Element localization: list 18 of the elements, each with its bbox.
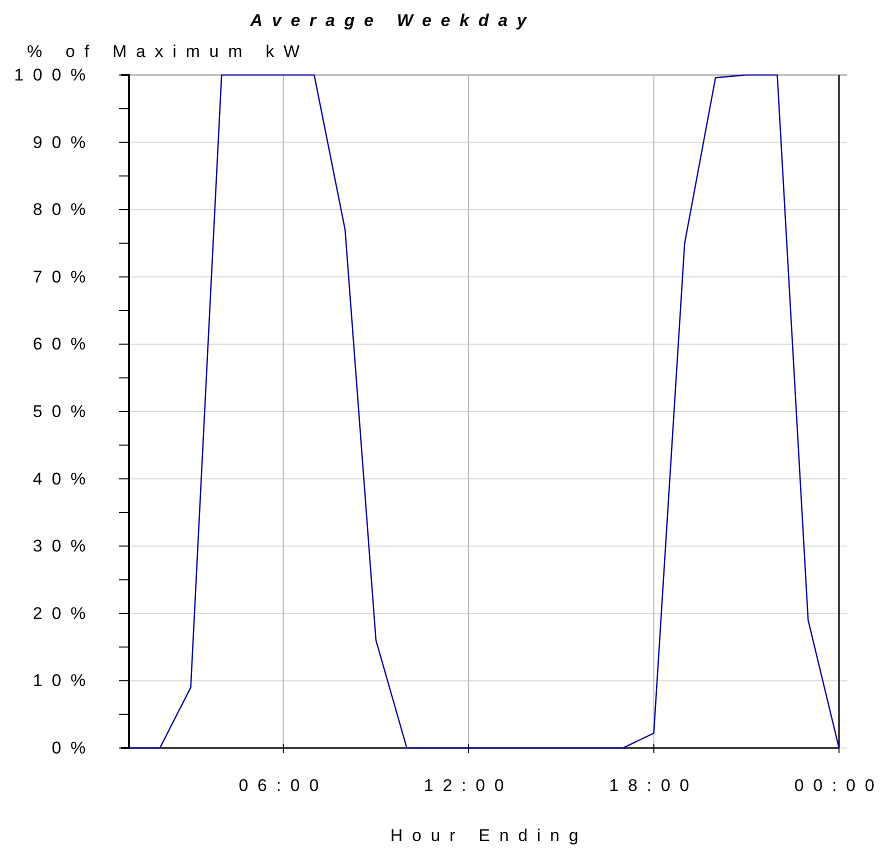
x-axis-title: Hour Ending (390, 826, 588, 845)
y-tick-label: 30% (32, 536, 95, 556)
x-tick-label: 00:00 (794, 776, 884, 796)
y-tick-label: 80% (32, 200, 95, 220)
y-tick-label: 40% (32, 469, 95, 488)
y-tick-label: 70% (32, 267, 95, 286)
x-tick-label: 06:00 (238, 776, 328, 796)
y-axis-title: % of Maximum kW (27, 42, 309, 61)
chart-title: Average Weekday (249, 11, 536, 30)
y-tick-label: 90% (32, 132, 95, 152)
y-tick-label: 50% (32, 402, 95, 421)
y-tick-label: 60% (32, 334, 95, 354)
y-tick-label: 20% (32, 604, 95, 623)
y-tick-label: 100% (14, 65, 95, 84)
y-tick-label: 0% (52, 738, 95, 758)
x-tick-label: 12:00 (424, 776, 514, 796)
y-tick-label: 10% (32, 671, 95, 690)
x-tick-label: 18:00 (609, 776, 698, 796)
